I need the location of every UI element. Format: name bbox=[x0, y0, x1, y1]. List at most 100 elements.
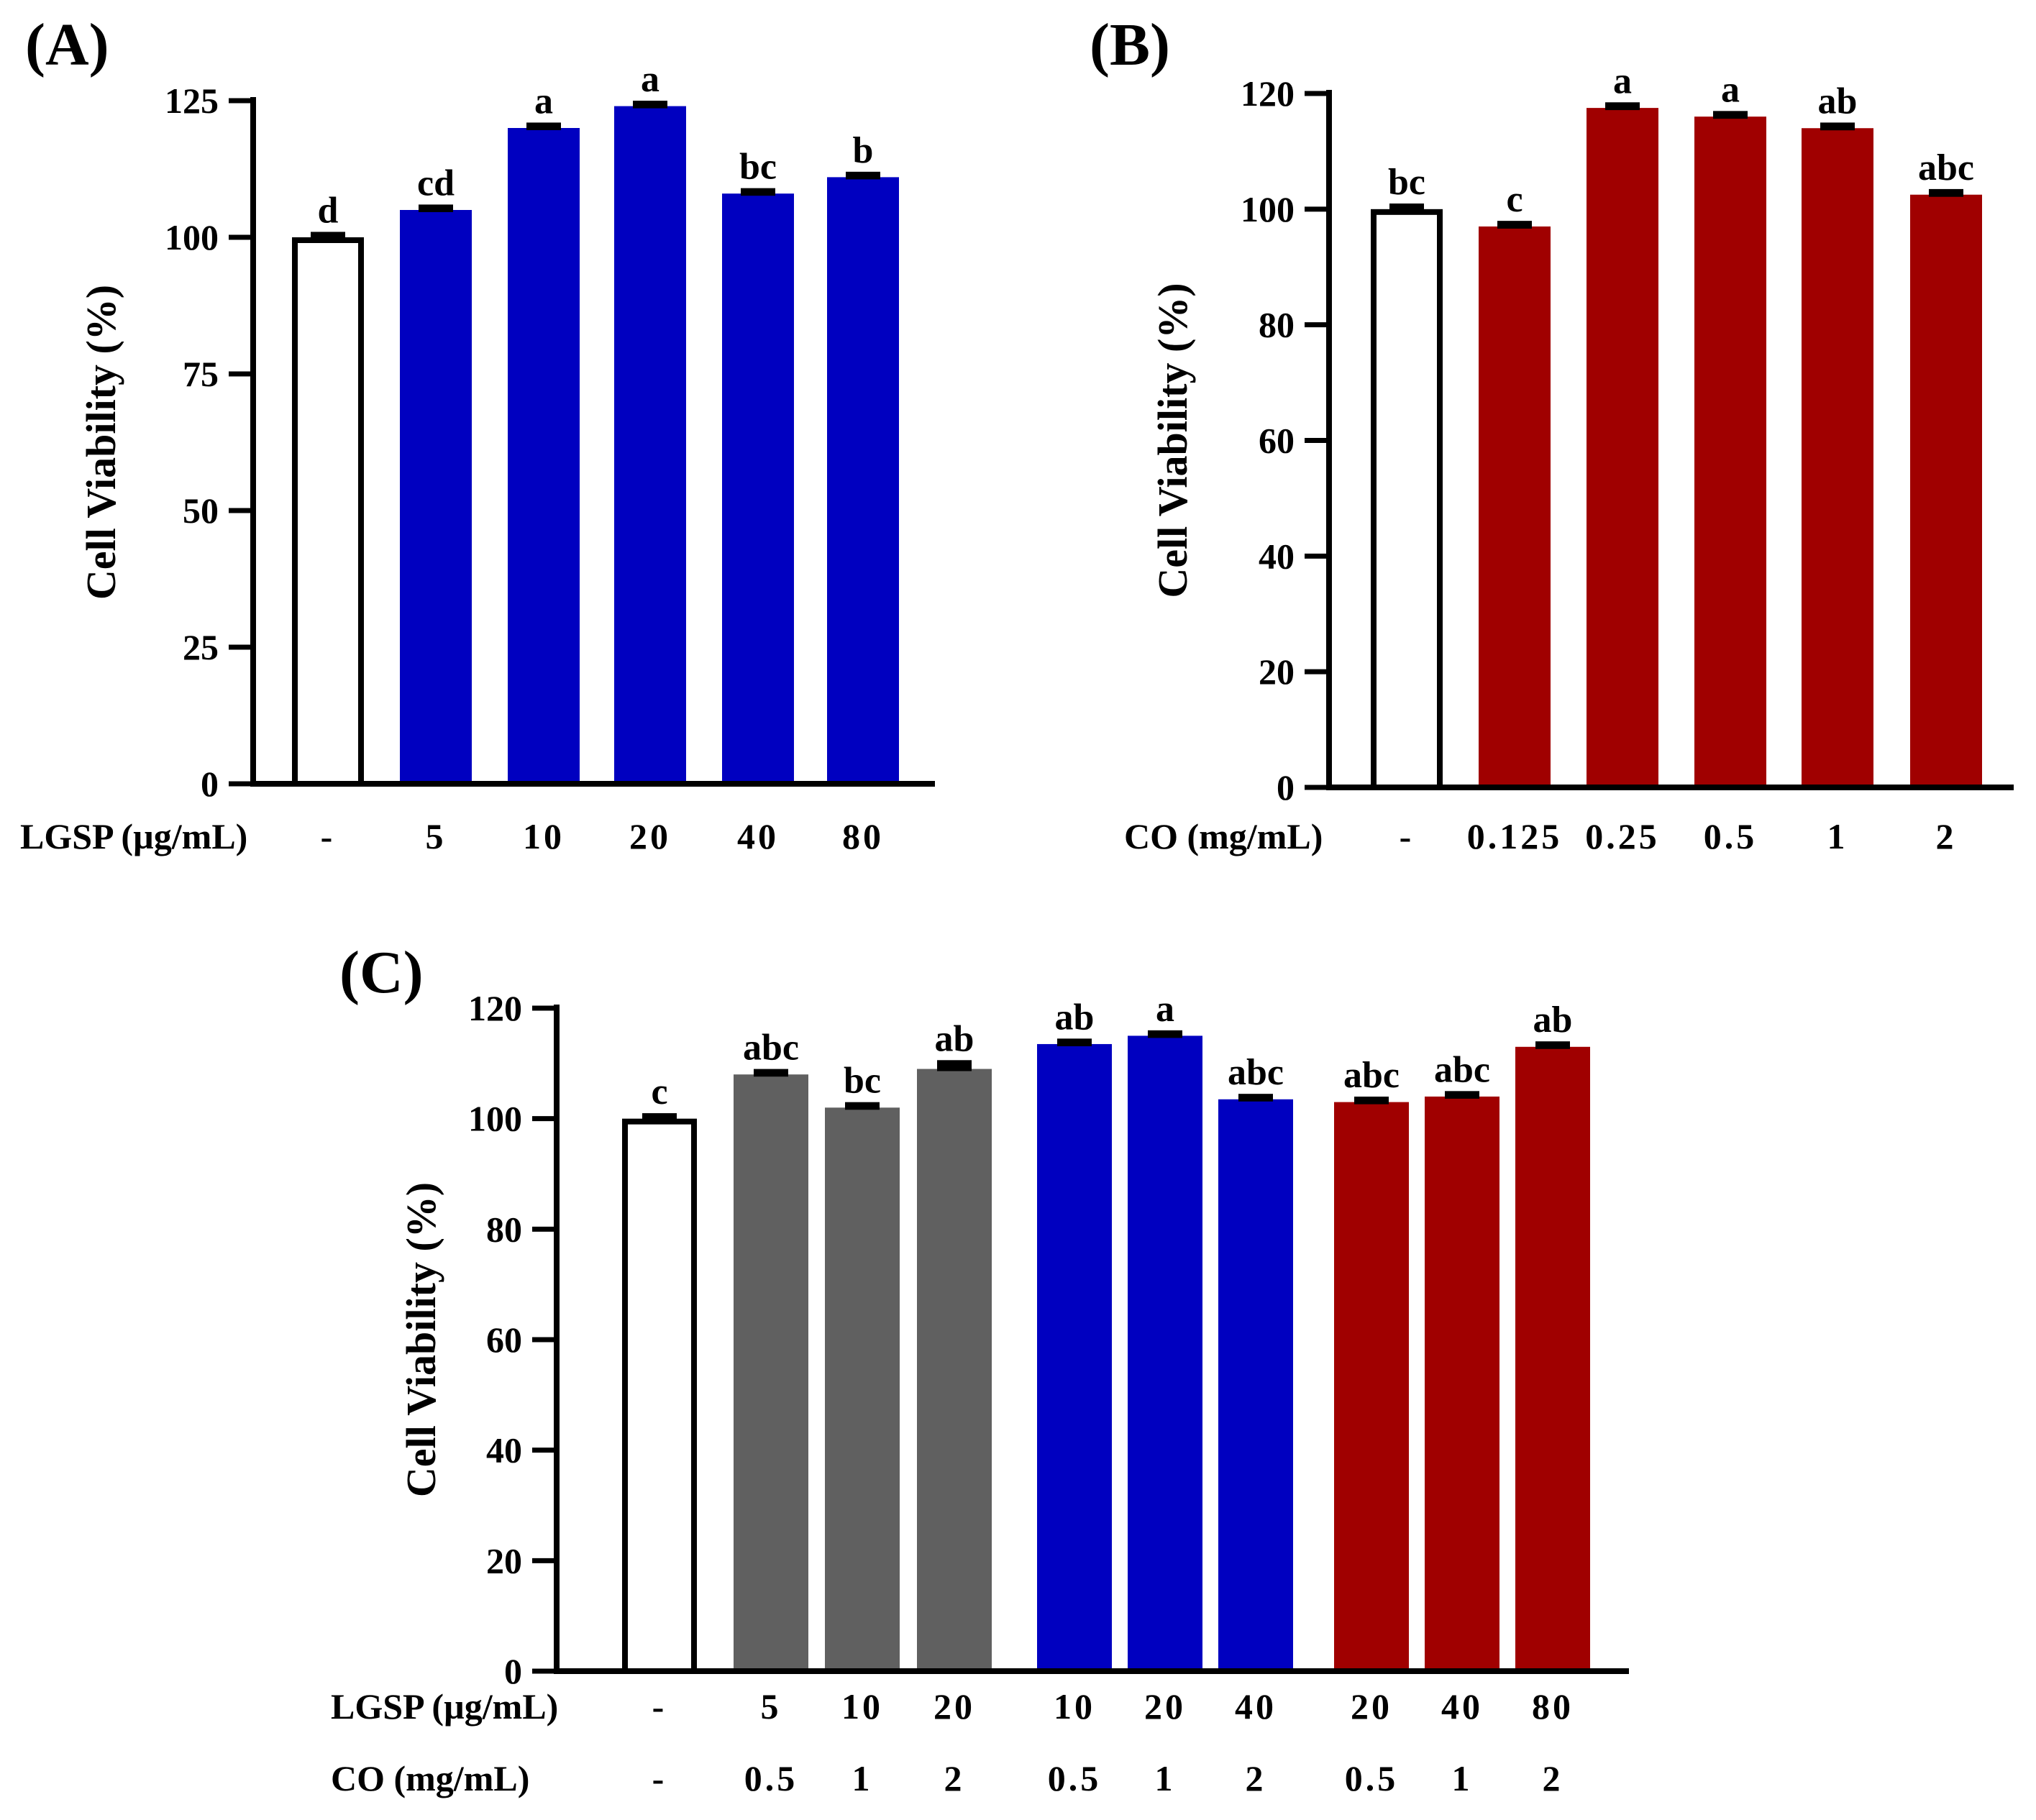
x-tick-label: 1 bbox=[852, 1758, 873, 1798]
x-tick-label: - bbox=[652, 1686, 667, 1727]
error-bar bbox=[846, 171, 880, 180]
significance-letter: d bbox=[318, 190, 339, 231]
bar bbox=[734, 1074, 808, 1671]
x-tick-label: 40 bbox=[737, 816, 779, 856]
bar bbox=[825, 1107, 900, 1671]
x-tick-label: 10 bbox=[841, 1686, 883, 1727]
y-axis-label: Cell Viability (%) bbox=[78, 285, 124, 600]
x-tick-label: 5 bbox=[761, 1686, 782, 1727]
x-tick-label: 2 bbox=[1246, 1758, 1266, 1798]
significance-letter: bc bbox=[844, 1061, 881, 1102]
y-tick-label: 60 bbox=[486, 1320, 522, 1360]
x-tick-label: 1 bbox=[1155, 1758, 1176, 1798]
y-tick-label: 20 bbox=[1259, 651, 1295, 692]
error-bar bbox=[1605, 102, 1640, 111]
significance-letter: abc bbox=[1918, 147, 1974, 188]
panel-b-chart: (B) Cell Viability (%) bc c a a ab abc 0 20 40 60 80… bbox=[1090, 12, 2014, 856]
significance-letter: abc bbox=[1228, 1052, 1284, 1093]
y-tick-label: 100 bbox=[165, 217, 219, 257]
bar bbox=[622, 1118, 697, 1674]
error-bar bbox=[1238, 1094, 1273, 1102]
y-tick-label: 20 bbox=[486, 1540, 522, 1581]
error-bar bbox=[1445, 1091, 1479, 1099]
error-bar bbox=[1820, 122, 1855, 131]
error-bar bbox=[741, 188, 775, 196]
y-tick-label: 50 bbox=[183, 490, 219, 531]
bar bbox=[1802, 128, 1873, 787]
x-tick-label: 0.125 bbox=[1467, 816, 1563, 856]
significance-letter: c bbox=[651, 1071, 667, 1112]
x-tick-label: 20 bbox=[1351, 1686, 1392, 1727]
x-row-label: CO (mg/mL) bbox=[331, 1758, 529, 1798]
bar bbox=[1910, 194, 1982, 788]
error-bar bbox=[1148, 1030, 1182, 1038]
bar bbox=[722, 193, 794, 784]
error-bar bbox=[845, 1102, 880, 1110]
y-tick-label: 60 bbox=[1259, 421, 1295, 461]
panel-label: (A) bbox=[25, 12, 109, 78]
x-tick-label: - bbox=[321, 816, 336, 856]
y-tick-label: 120 bbox=[468, 988, 522, 1028]
error-bar bbox=[1929, 188, 1963, 197]
panel-label: (C) bbox=[339, 939, 424, 1006]
bar bbox=[827, 177, 899, 784]
significance-letter: ab bbox=[935, 1018, 974, 1059]
y-tick-label: 0 bbox=[1277, 767, 1295, 808]
significance-letter: cd bbox=[417, 163, 455, 204]
y-tick-label: 0 bbox=[201, 764, 219, 804]
error-bar bbox=[1497, 221, 1532, 229]
bar bbox=[1128, 1035, 1202, 1671]
bar bbox=[1694, 116, 1766, 787]
x-tick-label: 20 bbox=[629, 816, 671, 856]
significance-letter: a bbox=[1156, 989, 1174, 1030]
error-bar bbox=[526, 122, 561, 130]
x-tick-label: 0.5 bbox=[1345, 1758, 1399, 1798]
x-tick-label: 2 bbox=[1543, 1758, 1563, 1798]
x-tick-label: - bbox=[1400, 816, 1415, 856]
x-row-label: LGSP (µg/mL) bbox=[20, 816, 247, 856]
bar bbox=[1334, 1102, 1409, 1671]
x-tick-label: 0.5 bbox=[1048, 1758, 1102, 1798]
panel-a-chart: (A) Cell Viability (%) d cd a a bc b 0 25 50 75 100 1… bbox=[20, 12, 935, 856]
significance-letter: ab bbox=[1533, 1000, 1573, 1041]
bar bbox=[400, 210, 472, 784]
error-bar bbox=[419, 204, 453, 212]
y-tick-label: 0 bbox=[504, 1651, 522, 1691]
x-tick-label: 0.25 bbox=[1585, 816, 1660, 856]
error-bar bbox=[1057, 1038, 1092, 1046]
error-bar bbox=[754, 1069, 788, 1077]
x-tick-label: 40 bbox=[1441, 1686, 1483, 1727]
bar bbox=[1587, 108, 1658, 787]
panel-label: (B) bbox=[1090, 12, 1170, 78]
x-tick-label: 5 bbox=[426, 816, 447, 856]
significance-letter: abc bbox=[1343, 1055, 1400, 1096]
y-tick-label: 100 bbox=[468, 1099, 522, 1139]
x-row-label: LGSP (µg/mL) bbox=[331, 1686, 558, 1727]
x-tick-label: 2 bbox=[944, 1758, 965, 1798]
x-tick-label: 80 bbox=[842, 816, 884, 856]
significance-letter: a bbox=[641, 59, 659, 100]
y-axis-label: Cell Viability (%) bbox=[1149, 283, 1196, 598]
y-tick-label: 120 bbox=[1241, 73, 1295, 114]
bar bbox=[917, 1069, 992, 1671]
x-tick-label: 80 bbox=[1532, 1686, 1574, 1727]
bar bbox=[1037, 1043, 1112, 1671]
significance-letter: a bbox=[1721, 69, 1740, 110]
x-tick-label: 0.5 bbox=[744, 1758, 798, 1798]
error-bar bbox=[1535, 1041, 1570, 1049]
x-tick-label: 0.5 bbox=[1704, 816, 1758, 856]
significance-letter: a bbox=[1613, 60, 1632, 101]
bar bbox=[1479, 226, 1551, 787]
bar bbox=[614, 106, 686, 785]
y-tick-label: 40 bbox=[486, 1430, 522, 1471]
y-tick-label: 100 bbox=[1241, 189, 1295, 229]
bar bbox=[1425, 1096, 1499, 1671]
x-tick-label: 2 bbox=[1936, 816, 1957, 856]
bar bbox=[1218, 1099, 1293, 1671]
significance-letter: ab bbox=[1818, 81, 1858, 122]
y-tick-label: 40 bbox=[1259, 536, 1295, 576]
error-bar bbox=[937, 1060, 972, 1071]
significance-letter: abc bbox=[1434, 1049, 1490, 1090]
